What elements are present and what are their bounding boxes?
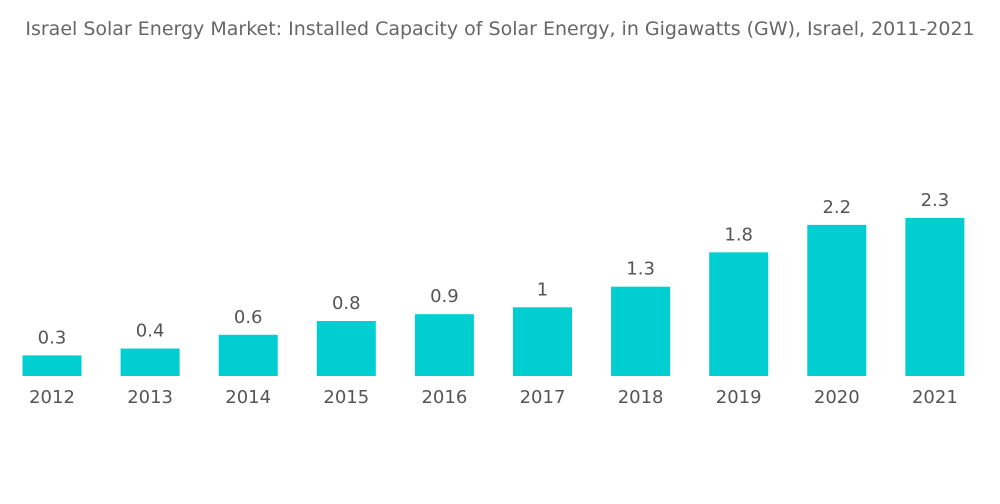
data-label-2013: 0.4	[136, 321, 165, 342]
data-label-2019: 1.8	[724, 224, 753, 245]
x-tick-label-2016: 2016	[421, 387, 467, 408]
data-label-2015: 0.8	[332, 293, 361, 314]
x-tick-label-2014: 2014	[225, 387, 271, 408]
x-tick-label-2021: 2021	[912, 387, 958, 408]
bar-2018	[611, 286, 671, 376]
chart-title: Israel Solar Energy Market: Installed Ca…	[25, 18, 975, 40]
bar-2012	[22, 355, 82, 376]
data-label-2014: 0.6	[234, 307, 263, 328]
bar-2020	[807, 224, 867, 376]
x-tick-label-2015: 2015	[323, 387, 369, 408]
x-tick-label-2013: 2013	[127, 387, 173, 408]
data-label-2018: 1.3	[626, 259, 655, 280]
x-tick-label-2018: 2018	[618, 387, 664, 408]
bar-2016	[414, 314, 474, 376]
bar-2017	[513, 307, 572, 376]
bar-2013	[120, 348, 180, 376]
data-label-2017: 1	[537, 279, 548, 300]
x-tick-label-2020: 2020	[814, 387, 860, 408]
bar-2021	[905, 218, 965, 376]
bar-2015	[316, 321, 376, 376]
bar-2014	[218, 334, 278, 376]
x-tick-label-2017: 2017	[520, 387, 566, 408]
x-tick-label-2019: 2019	[716, 387, 762, 408]
data-label-2021: 2.3	[921, 190, 950, 211]
data-label-2012: 0.3	[38, 327, 67, 348]
data-label-2020: 2.2	[822, 197, 851, 218]
bar-2019	[709, 252, 769, 376]
data-label-2016: 0.9	[430, 286, 459, 307]
x-tick-label-2012: 2012	[29, 387, 75, 408]
